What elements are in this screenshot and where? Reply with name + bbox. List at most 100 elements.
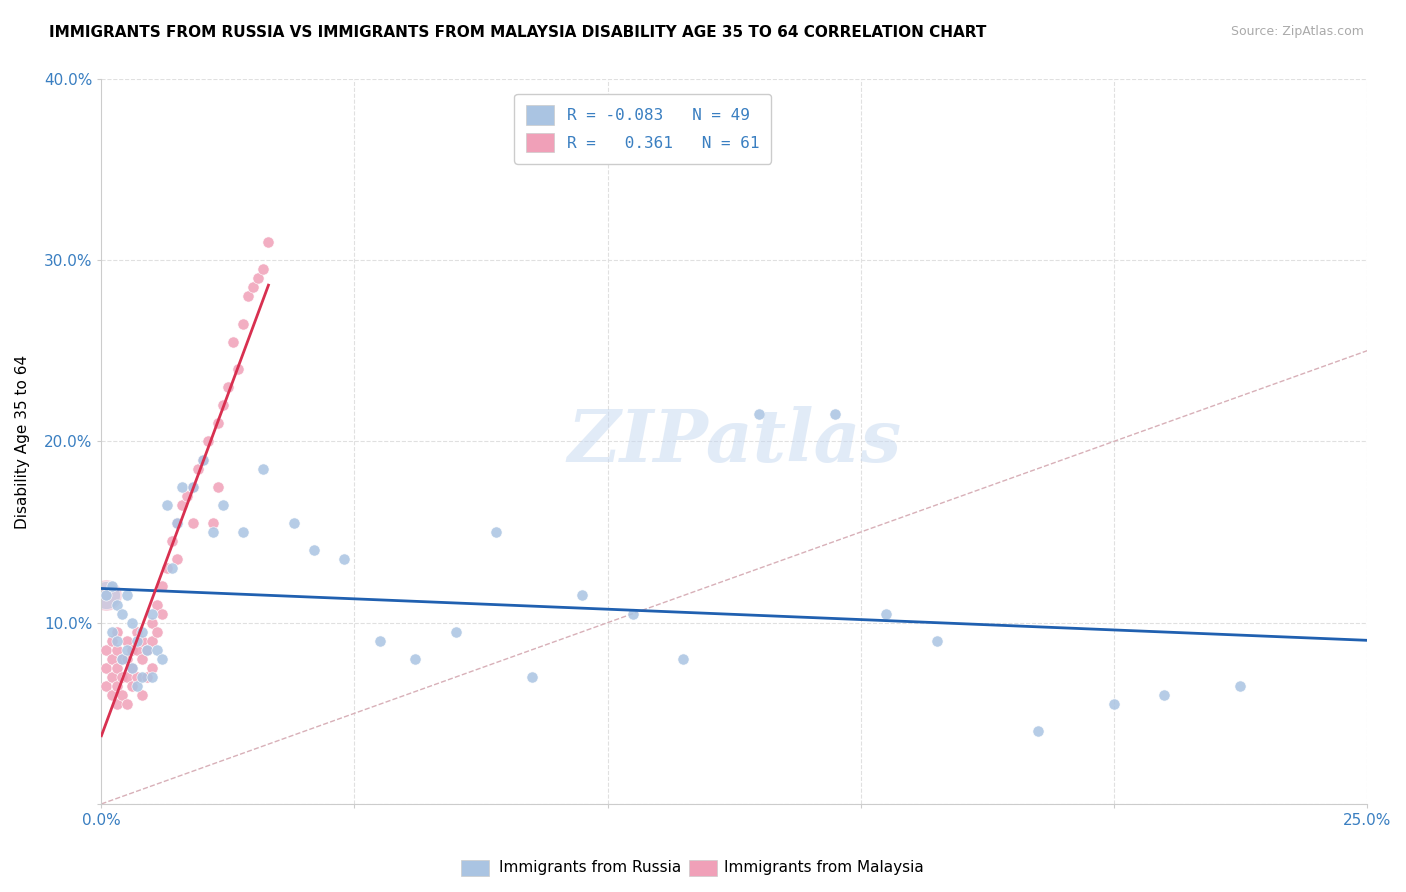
Point bbox=[187, 461, 209, 475]
Point bbox=[150, 607, 173, 621]
Point bbox=[105, 679, 128, 693]
Legend: R = -0.083   N = 49, R =   0.361   N = 61: R = -0.083 N = 49, R = 0.361 N = 61 bbox=[515, 95, 770, 163]
Point bbox=[444, 624, 467, 639]
Point bbox=[197, 434, 219, 449]
Point bbox=[162, 534, 184, 549]
Point bbox=[111, 652, 134, 666]
Point bbox=[131, 688, 153, 702]
Point bbox=[222, 334, 245, 349]
Point bbox=[181, 480, 204, 494]
Point bbox=[141, 633, 163, 648]
Point bbox=[166, 516, 188, 530]
Point bbox=[115, 670, 138, 684]
Point bbox=[125, 633, 148, 648]
Point bbox=[96, 589, 118, 603]
Point bbox=[96, 679, 118, 693]
Point bbox=[141, 661, 163, 675]
Text: Immigrants from Malaysia: Immigrants from Malaysia bbox=[724, 860, 924, 874]
Point bbox=[181, 516, 204, 530]
Point bbox=[111, 652, 134, 666]
Y-axis label: Disability Age 35 to 64: Disability Age 35 to 64 bbox=[15, 354, 30, 528]
Point bbox=[115, 698, 138, 712]
Point bbox=[1026, 724, 1049, 739]
Text: Immigrants from Russia: Immigrants from Russia bbox=[499, 860, 682, 874]
Point bbox=[115, 633, 138, 648]
Point bbox=[368, 633, 391, 648]
Point bbox=[520, 670, 543, 684]
Point bbox=[172, 498, 194, 512]
Point bbox=[105, 633, 128, 648]
Point bbox=[166, 516, 188, 530]
Point bbox=[136, 643, 159, 657]
Point bbox=[96, 589, 118, 603]
Point bbox=[125, 643, 148, 657]
Point bbox=[131, 652, 153, 666]
Point bbox=[131, 633, 153, 648]
Text: Source: ZipAtlas.com: Source: ZipAtlas.com bbox=[1230, 25, 1364, 38]
Point bbox=[232, 524, 254, 539]
Point bbox=[100, 688, 122, 702]
Point bbox=[96, 661, 118, 675]
Point bbox=[100, 633, 122, 648]
Point bbox=[875, 607, 897, 621]
Point bbox=[136, 670, 159, 684]
Point bbox=[125, 624, 148, 639]
Point bbox=[166, 552, 188, 566]
Point bbox=[252, 262, 274, 277]
Point bbox=[1229, 679, 1251, 693]
Point bbox=[485, 524, 508, 539]
Point bbox=[121, 661, 143, 675]
Point bbox=[212, 498, 235, 512]
Point bbox=[571, 589, 593, 603]
Point bbox=[100, 670, 122, 684]
Point bbox=[111, 670, 134, 684]
Point bbox=[105, 661, 128, 675]
Point bbox=[111, 607, 134, 621]
Point bbox=[121, 679, 143, 693]
Point bbox=[150, 579, 173, 593]
Point bbox=[404, 652, 426, 666]
Point bbox=[150, 652, 173, 666]
Point bbox=[191, 452, 214, 467]
Point bbox=[232, 317, 254, 331]
Point bbox=[156, 498, 179, 512]
Point bbox=[824, 407, 846, 421]
Point bbox=[121, 615, 143, 630]
Point bbox=[217, 380, 239, 394]
Point bbox=[207, 480, 229, 494]
Point bbox=[672, 652, 695, 666]
Point bbox=[201, 516, 224, 530]
Point bbox=[252, 461, 274, 475]
Point bbox=[242, 280, 264, 294]
Point bbox=[207, 417, 229, 431]
Point bbox=[125, 670, 148, 684]
Point bbox=[105, 624, 128, 639]
Point bbox=[283, 516, 305, 530]
Point bbox=[1153, 688, 1175, 702]
Point bbox=[115, 643, 138, 657]
Point bbox=[156, 561, 179, 575]
Point bbox=[191, 452, 214, 467]
Point bbox=[257, 235, 280, 249]
Point bbox=[131, 624, 153, 639]
Point bbox=[100, 652, 122, 666]
Text: ZIPatlas: ZIPatlas bbox=[567, 406, 901, 477]
Point bbox=[162, 561, 184, 575]
Point bbox=[226, 362, 249, 376]
Point bbox=[100, 579, 122, 593]
Point bbox=[105, 598, 128, 612]
Point bbox=[247, 271, 270, 285]
Point bbox=[136, 643, 159, 657]
Point bbox=[141, 607, 163, 621]
Point bbox=[141, 670, 163, 684]
Point bbox=[100, 624, 122, 639]
Point bbox=[302, 543, 325, 558]
Point bbox=[125, 679, 148, 693]
Point bbox=[212, 398, 235, 412]
Point bbox=[925, 633, 948, 648]
Point bbox=[146, 643, 169, 657]
Point bbox=[105, 643, 128, 657]
Point bbox=[115, 652, 138, 666]
Point bbox=[1102, 698, 1125, 712]
Point bbox=[238, 289, 260, 303]
